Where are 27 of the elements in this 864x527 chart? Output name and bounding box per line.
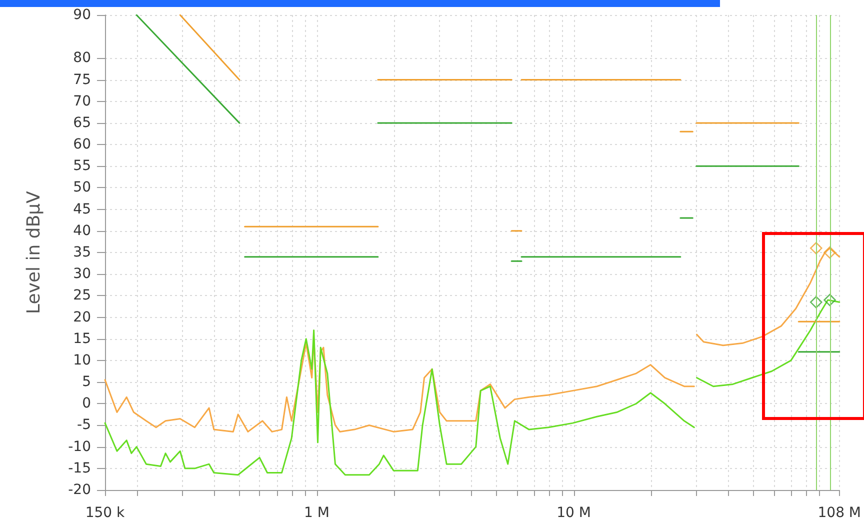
y-tick-label: 75 <box>73 72 91 88</box>
y-tick-label: 90 <box>73 7 91 23</box>
x-tick-label: 10 M <box>556 505 591 521</box>
y-tick-label: 0 <box>82 396 91 412</box>
y-tick-label: -15 <box>68 460 91 476</box>
y-tick-label: 25 <box>73 288 91 304</box>
y-tick-label: -10 <box>68 438 91 455</box>
y-tick-label: 20 <box>73 309 91 326</box>
y-tick-label: 50 <box>73 180 91 196</box>
y-tick-label: 55 <box>73 158 91 174</box>
x-tick-label: 108 M <box>818 505 862 521</box>
y-tick-label: 40 <box>73 222 91 239</box>
y-tick-label: 30 <box>73 266 91 282</box>
y-tick-label: 10 <box>73 352 91 368</box>
y-tick-label: 65 <box>73 114 91 131</box>
y-axis-title: Level in dBµV <box>24 190 44 314</box>
y-tick-label: 35 <box>73 244 91 260</box>
y-tick-label: -5 <box>77 417 91 434</box>
y-tick-label: 80 <box>73 50 91 66</box>
y-tick-label: 5 <box>82 374 91 390</box>
y-tick-label: 70 <box>73 93 91 110</box>
x-tick-label: 1 M <box>304 505 330 521</box>
x-tick-label: 150 k <box>85 505 126 521</box>
y-tick-label: 60 <box>73 136 91 153</box>
y-tick-label: -20 <box>68 482 91 498</box>
y-tick-label: 15 <box>73 330 91 347</box>
y-tick-label: 45 <box>73 201 91 218</box>
